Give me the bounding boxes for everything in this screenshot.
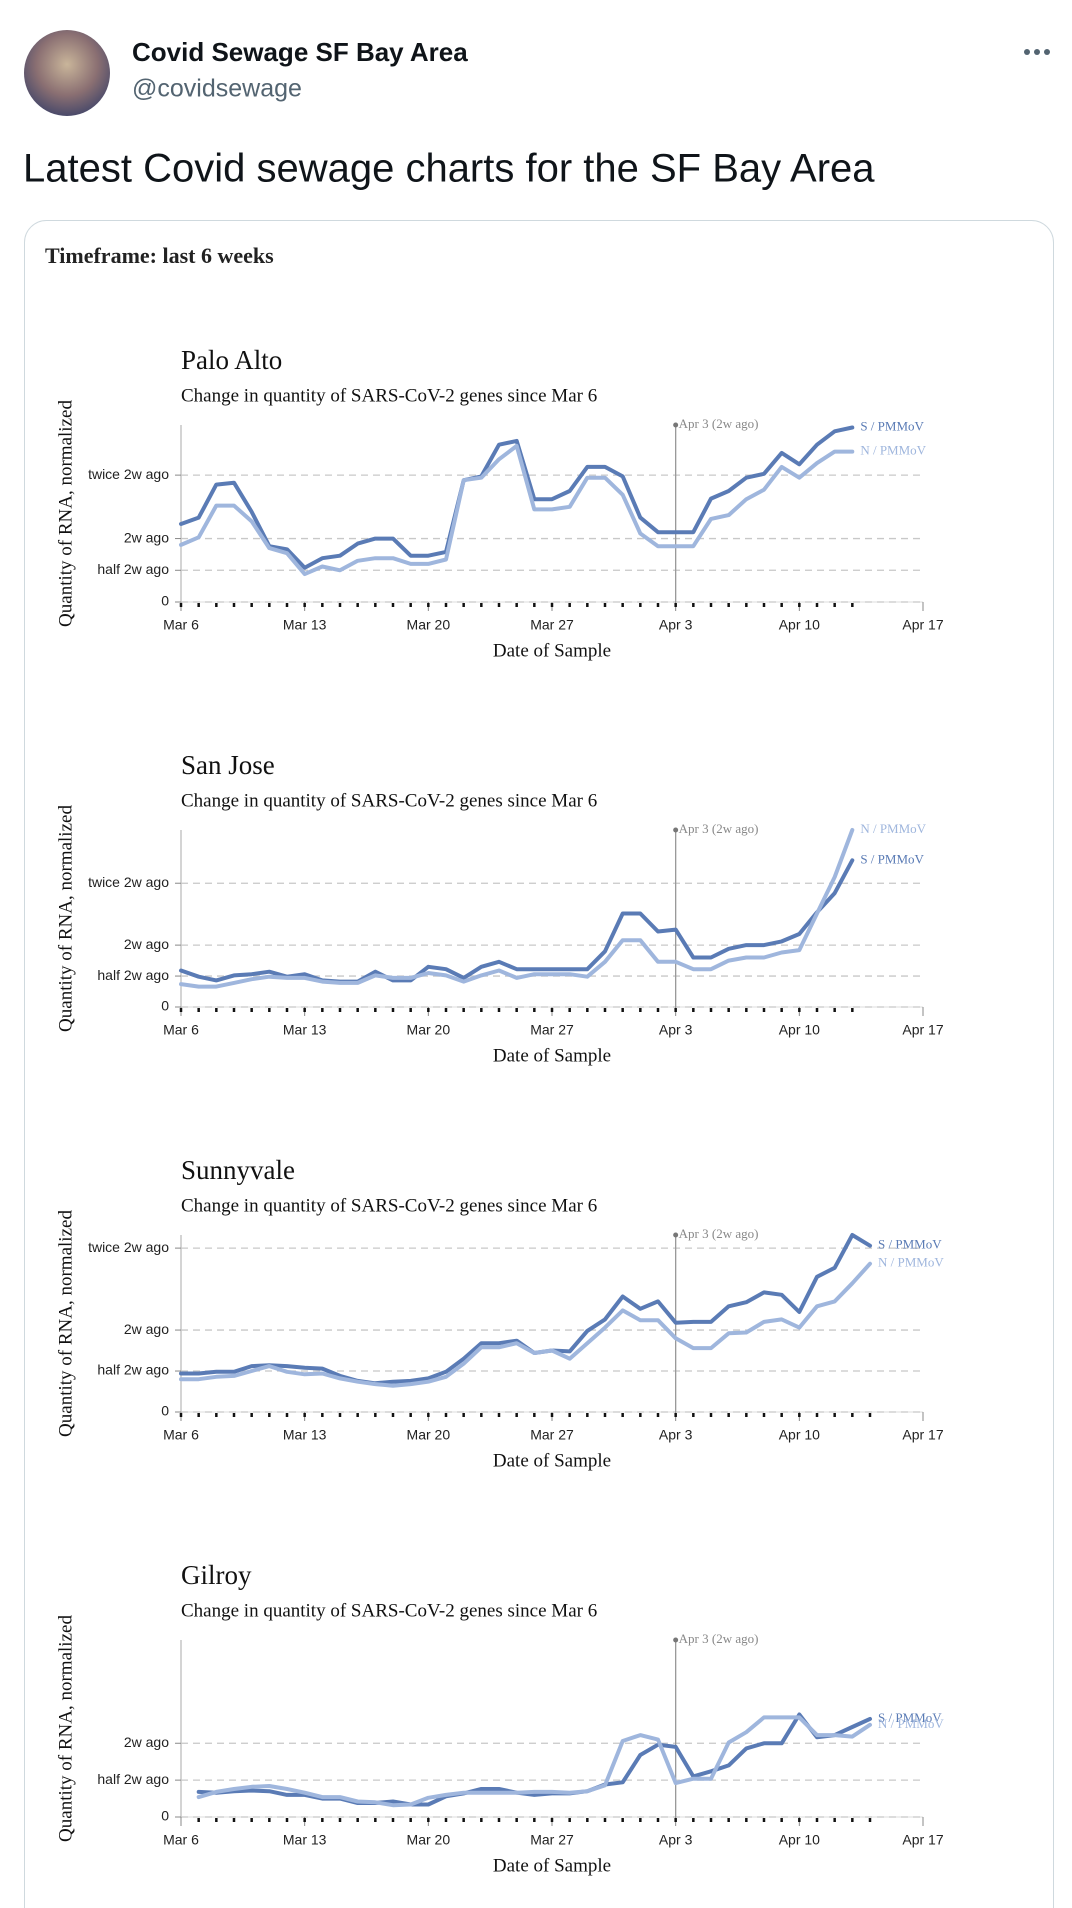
chart-title: Gilroy bbox=[181, 1560, 252, 1590]
x-tick-label: Mar 20 bbox=[407, 617, 451, 633]
y-tick-label: twice 2w ago bbox=[88, 1239, 169, 1255]
y-tick-label: 2w ago bbox=[124, 529, 169, 545]
x-tick-label: Mar 13 bbox=[283, 1427, 327, 1443]
annotation-label: Apr 3 (2w ago) bbox=[679, 821, 759, 836]
x-tick-label: Mar 20 bbox=[407, 1022, 451, 1038]
y-tick-label: half 2w ago bbox=[97, 967, 169, 983]
x-tick-label: Mar 13 bbox=[283, 617, 327, 633]
x-tick-label: Mar 6 bbox=[163, 617, 199, 633]
x-axis-title: Date of Sample bbox=[493, 1855, 611, 1876]
annotation-label: Apr 3 (2w ago) bbox=[679, 1226, 759, 1241]
annotation-dot bbox=[673, 1637, 679, 1643]
series-label: S / PMMoV bbox=[860, 419, 924, 434]
y-tick-label: 2w ago bbox=[124, 1734, 169, 1750]
y-tick-label: twice 2w ago bbox=[88, 466, 169, 482]
chart: Sunnyvale Change in quantity of SARS-CoV-… bbox=[55, 1155, 944, 1471]
y-tick-label: 2w ago bbox=[124, 1321, 169, 1337]
y-axis-title: Quantity of RNA, normalized bbox=[55, 1615, 76, 1842]
chart-subtitle: Change in quantity of SARS-CoV-2 genes s… bbox=[181, 1600, 597, 1621]
x-tick-label: Mar 27 bbox=[530, 1022, 574, 1038]
x-tick-label: Apr 10 bbox=[779, 617, 820, 633]
y-axis-title: Quantity of RNA, normalized bbox=[55, 1210, 76, 1437]
series-line bbox=[179, 425, 855, 570]
x-tick-label: Mar 27 bbox=[530, 617, 574, 633]
y-tick-label: 2w ago bbox=[124, 936, 169, 952]
avatar[interactable] bbox=[24, 30, 110, 116]
x-tick-label: Apr 3 bbox=[659, 1427, 693, 1443]
x-tick-label: Apr 17 bbox=[902, 617, 943, 633]
x-tick-label: Mar 27 bbox=[530, 1832, 574, 1848]
more-button[interactable] bbox=[1024, 49, 1050, 55]
x-tick-label: Mar 13 bbox=[283, 1022, 327, 1038]
annotation-label: Apr 3 (2w ago) bbox=[679, 416, 759, 431]
chart-subtitle: Change in quantity of SARS-CoV-2 genes s… bbox=[181, 1195, 597, 1216]
x-tick-label: Apr 17 bbox=[902, 1022, 943, 1038]
annotation-dot bbox=[673, 422, 679, 428]
x-axis-title: Date of Sample bbox=[493, 1450, 611, 1471]
y-tick-label: half 2w ago bbox=[97, 1771, 169, 1787]
x-tick-label: Mar 6 bbox=[163, 1427, 199, 1443]
chart: Gilroy Change in quantity of SARS-CoV-2 g… bbox=[55, 1560, 944, 1876]
annotation-dot bbox=[673, 827, 679, 833]
x-tick-label: Mar 13 bbox=[283, 1832, 327, 1848]
author-name[interactable]: Covid Sewage SF Bay Area bbox=[132, 37, 468, 67]
x-tick-label: Mar 6 bbox=[163, 1022, 199, 1038]
x-tick-label: Apr 10 bbox=[779, 1022, 820, 1038]
series-line bbox=[179, 443, 855, 577]
y-tick-label: 0 bbox=[161, 1808, 169, 1824]
x-tick-label: Apr 3 bbox=[659, 1022, 693, 1038]
x-tick-label: Apr 17 bbox=[902, 1427, 943, 1443]
x-tick-label: Apr 10 bbox=[779, 1832, 820, 1848]
y-tick-label: 0 bbox=[161, 593, 169, 609]
chart-subtitle: Change in quantity of SARS-CoV-2 genes s… bbox=[181, 790, 597, 811]
x-tick-label: Mar 27 bbox=[530, 1427, 574, 1443]
series-label: N / PMMoV bbox=[860, 821, 926, 836]
y-tick-label: twice 2w ago bbox=[88, 874, 169, 890]
chart-title: Palo Alto bbox=[181, 345, 282, 375]
annotation-dot bbox=[673, 1232, 679, 1238]
x-tick-label: Mar 20 bbox=[407, 1427, 451, 1443]
series-label: N / PMMoV bbox=[878, 1255, 944, 1270]
author-handle[interactable]: @covidsewage bbox=[132, 75, 302, 103]
y-axis-title: Quantity of RNA, normalized bbox=[55, 400, 76, 627]
series-label: N / PMMoV bbox=[878, 1716, 944, 1731]
x-tick-label: Apr 10 bbox=[779, 1427, 820, 1443]
y-axis-title: Quantity of RNA, normalized bbox=[55, 805, 76, 1032]
tweet-text: Latest Covid sewage charts for the SF Ba… bbox=[23, 147, 875, 191]
x-tick-label: Apr 3 bbox=[659, 1832, 693, 1848]
card-label: Timeframe: last 6 weeks bbox=[45, 243, 274, 268]
series-label: S / PMMoV bbox=[878, 1237, 942, 1252]
series-line bbox=[179, 828, 855, 989]
series-label: S / PMMoV bbox=[860, 851, 924, 866]
chart: San Jose Change in quantity of SARS-CoV-2… bbox=[55, 750, 943, 1066]
x-tick-label: Apr 3 bbox=[659, 617, 693, 633]
media-card[interactable] bbox=[24, 220, 1054, 1908]
chart-title: San Jose bbox=[181, 750, 275, 780]
series-line bbox=[179, 1261, 872, 1388]
y-tick-label: 0 bbox=[161, 998, 169, 1014]
chart-title: Sunnyvale bbox=[181, 1155, 295, 1185]
y-tick-label: 0 bbox=[161, 1403, 169, 1419]
chart-subtitle: Change in quantity of SARS-CoV-2 genes s… bbox=[181, 385, 597, 406]
series-line bbox=[179, 858, 855, 984]
annotation-label: Apr 3 (2w ago) bbox=[679, 1631, 759, 1646]
x-tick-label: Mar 20 bbox=[407, 1832, 451, 1848]
x-axis-title: Date of Sample bbox=[493, 1045, 611, 1066]
series-label: N / PMMoV bbox=[860, 443, 926, 458]
series-line bbox=[196, 1715, 872, 1808]
x-tick-label: Apr 17 bbox=[902, 1832, 943, 1848]
series-label: S / PMMoV bbox=[878, 1710, 942, 1725]
y-tick-label: half 2w ago bbox=[97, 561, 169, 577]
x-tick-label: Mar 6 bbox=[163, 1832, 199, 1848]
y-tick-label: half 2w ago bbox=[97, 1362, 169, 1378]
x-axis-title: Date of Sample bbox=[493, 640, 611, 661]
chart: Palo Alto Change in quantity of SARS-CoV-… bbox=[55, 345, 943, 661]
